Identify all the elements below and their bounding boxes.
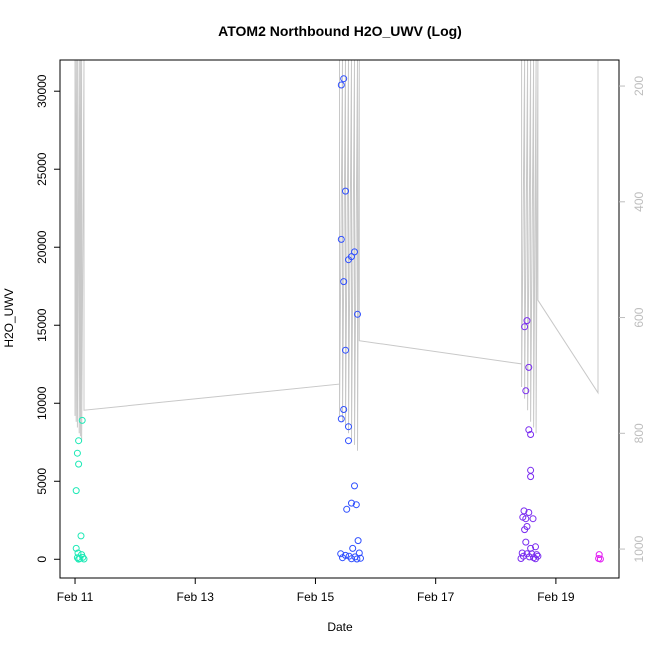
data-point — [527, 431, 535, 438]
y-axis-label: H2O_UWV — [2, 288, 16, 347]
data-point — [353, 555, 361, 563]
data-point — [522, 538, 530, 546]
y-tick-label: 30000 — [35, 74, 49, 108]
data-point — [520, 507, 528, 515]
data-point — [345, 437, 352, 445]
x-tick-label: Feb 15 — [297, 590, 335, 604]
x-tick-label: Feb 13 — [177, 590, 215, 604]
y2-tick-label: 800 — [632, 423, 646, 443]
data-point — [523, 317, 531, 325]
data-point — [337, 81, 345, 89]
data-point — [348, 555, 355, 563]
data-point — [522, 515, 530, 523]
data-point — [340, 406, 348, 413]
data-point — [73, 449, 81, 457]
data-point — [351, 482, 358, 490]
data-point — [339, 554, 346, 562]
data-point — [340, 75, 348, 83]
data-point — [525, 509, 533, 516]
data-point — [337, 550, 345, 558]
data-point — [342, 187, 349, 195]
plot-frame — [59, 59, 620, 579]
data-point — [75, 460, 83, 468]
data-point — [521, 323, 529, 331]
axes-layer: Feb 11 Feb 13 Feb 15 Feb 17 Feb 19 0 5000 10000… — [35, 59, 646, 604]
series-line — [74, 59, 599, 451]
data-point — [522, 387, 530, 395]
data-point — [75, 437, 83, 445]
data-point — [354, 310, 361, 318]
data-point — [79, 553, 87, 561]
data-point — [525, 553, 533, 561]
data-point — [354, 537, 362, 545]
y-tick-label: 20000 — [35, 230, 49, 264]
data-point — [77, 532, 85, 540]
data-point — [525, 426, 533, 434]
data-point — [340, 278, 348, 286]
y-tick-label: 0 — [35, 556, 49, 563]
data-point — [337, 415, 345, 423]
y2-tick-label: 200 — [632, 76, 646, 96]
data-point — [595, 551, 603, 559]
data-point — [521, 526, 529, 534]
y-tick-label: 25000 — [35, 152, 49, 186]
points-layer — [72, 75, 604, 563]
chart-title: ATOM2 Northbound H2O_UWV (Log) — [218, 23, 462, 39]
data-point — [527, 466, 535, 474]
x-axis-label: Date — [327, 620, 353, 634]
data-point — [352, 501, 360, 509]
data-point — [342, 346, 349, 354]
data-point — [78, 416, 86, 424]
data-point — [72, 544, 80, 552]
data-point — [72, 487, 80, 495]
line-series-layer — [74, 59, 599, 451]
data-point — [348, 499, 355, 507]
data-point — [80, 555, 88, 563]
x-tick-label: Feb 17 — [417, 590, 455, 604]
data-point — [525, 363, 533, 371]
data-point — [517, 555, 525, 562]
data-point — [357, 554, 364, 562]
data-point — [529, 515, 537, 523]
data-point — [355, 549, 363, 557]
y2-tick-label: 400 — [632, 191, 646, 211]
data-point — [527, 473, 535, 481]
data-point — [343, 505, 351, 513]
y2-tick-label: 600 — [632, 307, 646, 327]
data-point — [345, 423, 352, 431]
y2-tick-label: 1000 — [632, 535, 646, 562]
y-tick-label: 5000 — [35, 468, 49, 495]
x-tick-label: Feb 19 — [537, 590, 575, 604]
data-point — [75, 555, 83, 563]
data-point — [532, 543, 539, 551]
x-tick-label: Feb 11 — [57, 590, 94, 604]
data-point — [337, 235, 345, 243]
data-point — [596, 555, 604, 563]
y-tick-label: 10000 — [35, 386, 49, 420]
data-point — [349, 544, 357, 552]
data-point — [345, 256, 352, 264]
data-point — [532, 555, 539, 563]
y-tick-label: 15000 — [35, 308, 49, 342]
